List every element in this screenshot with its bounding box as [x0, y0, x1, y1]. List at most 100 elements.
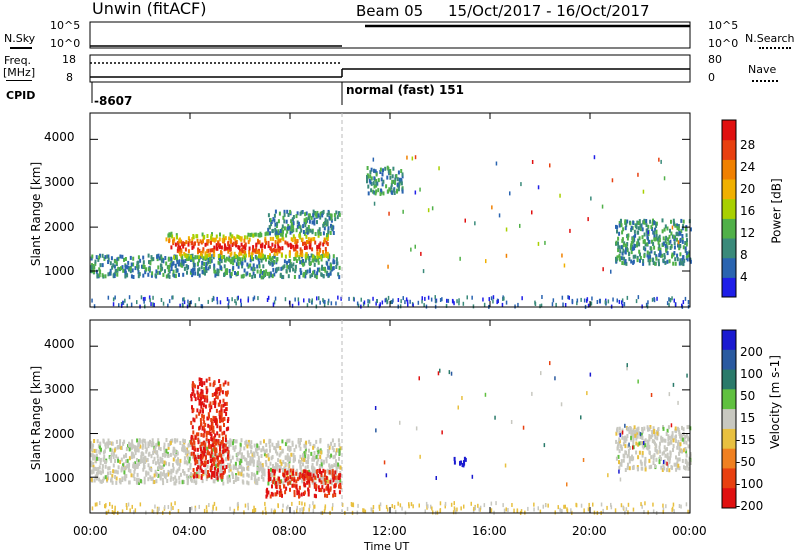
ground-scatter-cell — [136, 300, 138, 305]
sparse-echo-cell — [464, 218, 466, 223]
echo-cell — [643, 426, 646, 431]
echo-cell — [223, 469, 226, 474]
ground-scatter-cell — [678, 504, 681, 508]
echo-cell — [265, 231, 268, 236]
ground-scatter-cell — [105, 503, 107, 508]
sparse-echo-cell — [402, 209, 404, 214]
echo-cell — [189, 452, 192, 457]
echo-cell — [274, 222, 277, 227]
echo-cell — [179, 472, 182, 477]
ground-scatter-cell — [421, 296, 423, 301]
echo-cell — [253, 248, 256, 253]
echo-cell — [192, 257, 195, 262]
echo-cell — [240, 472, 243, 477]
xtick-0000: 00:00 — [73, 524, 108, 538]
echo-cell — [109, 471, 112, 475]
echo-cell — [186, 447, 189, 452]
echo-cell — [243, 235, 246, 240]
sparse-echo-cell — [619, 477, 622, 482]
echo-cell — [194, 397, 197, 402]
echo-cell — [159, 263, 162, 268]
echo-cell — [333, 454, 336, 459]
echo-cell — [257, 476, 260, 481]
echo-cell — [324, 247, 327, 251]
power-cb-tick-20: 20 — [740, 182, 756, 196]
ground-scatter-cell — [231, 297, 233, 302]
echo-cell — [275, 463, 278, 467]
echo-cell — [214, 237, 217, 242]
ground-scatter-cell — [533, 507, 535, 512]
ground-scatter-cell — [285, 506, 288, 511]
ground-scatter-cell — [399, 503, 402, 508]
echo-cell — [301, 469, 304, 474]
echo-cell — [329, 231, 332, 235]
velocity-colorbar-frame — [721, 329, 737, 509]
echo-cell — [234, 240, 237, 245]
echo-cell — [619, 219, 622, 224]
echo-cell — [227, 240, 230, 245]
echo-cell — [216, 457, 219, 462]
echo-cell — [270, 222, 273, 227]
sparse-echo-cell — [610, 269, 612, 274]
echo-cell — [626, 219, 629, 224]
echo-cell — [127, 260, 130, 265]
echo-cell — [279, 459, 282, 464]
power-colorbar-segment — [722, 179, 736, 200]
ground-scatter-cell — [412, 504, 414, 509]
echo-cell — [290, 237, 293, 242]
echo-cell — [214, 473, 217, 478]
echo-cell — [204, 422, 207, 427]
echo-cell — [266, 271, 269, 276]
echo-cell — [172, 476, 175, 481]
echo-cell — [637, 455, 640, 460]
echo-cell — [653, 251, 656, 256]
echo-cell — [209, 382, 212, 387]
ground-scatter-cell — [430, 297, 433, 302]
echo-cell — [286, 226, 289, 231]
echo-cell — [663, 438, 666, 443]
echo-cell — [339, 465, 342, 470]
echo-cell — [655, 221, 658, 226]
ground-scatter-cell — [201, 304, 204, 309]
echo-cell — [296, 220, 299, 225]
echo-cell — [294, 269, 297, 274]
ground-scatter-cell — [434, 295, 436, 300]
echo-cell — [618, 245, 621, 250]
echo-cell — [333, 213, 336, 218]
ground-scatter-cell — [483, 302, 486, 307]
echo-cell — [177, 246, 180, 251]
echo-cell — [646, 231, 649, 236]
echo-cell — [316, 247, 319, 251]
echo-cell — [256, 466, 259, 471]
echo-cell — [208, 473, 211, 478]
echo-cell — [115, 469, 118, 474]
echo-cell — [216, 453, 219, 458]
echo-cell — [248, 250, 251, 255]
echo-cell — [234, 254, 237, 258]
echo-cell — [213, 249, 216, 254]
echo-cell — [131, 439, 134, 444]
echo-cell — [683, 465, 685, 470]
echo-cell — [180, 249, 183, 254]
echo-cell — [631, 454, 633, 459]
echo-cell — [632, 456, 635, 461]
echo-cell — [227, 449, 230, 454]
echo-cell — [271, 262, 274, 267]
echo-cell — [628, 257, 631, 262]
echo-cell — [186, 455, 189, 460]
sparse-echo-cell — [593, 155, 596, 160]
ground-scatter-cell — [298, 501, 301, 505]
echo-cell — [195, 234, 198, 239]
echo-cell — [304, 473, 307, 478]
echo-cell — [306, 476, 309, 480]
echo-cell — [132, 444, 135, 449]
echo-cell — [167, 472, 170, 477]
ground-scatter-cell — [131, 504, 133, 509]
echo-cell — [196, 255, 199, 260]
ground-scatter-cell — [297, 301, 300, 306]
echo-cell — [190, 254, 192, 259]
echo-cell — [161, 266, 164, 271]
echo-cell — [645, 445, 648, 450]
echo-cell — [627, 452, 630, 457]
echo-cell — [661, 451, 664, 456]
